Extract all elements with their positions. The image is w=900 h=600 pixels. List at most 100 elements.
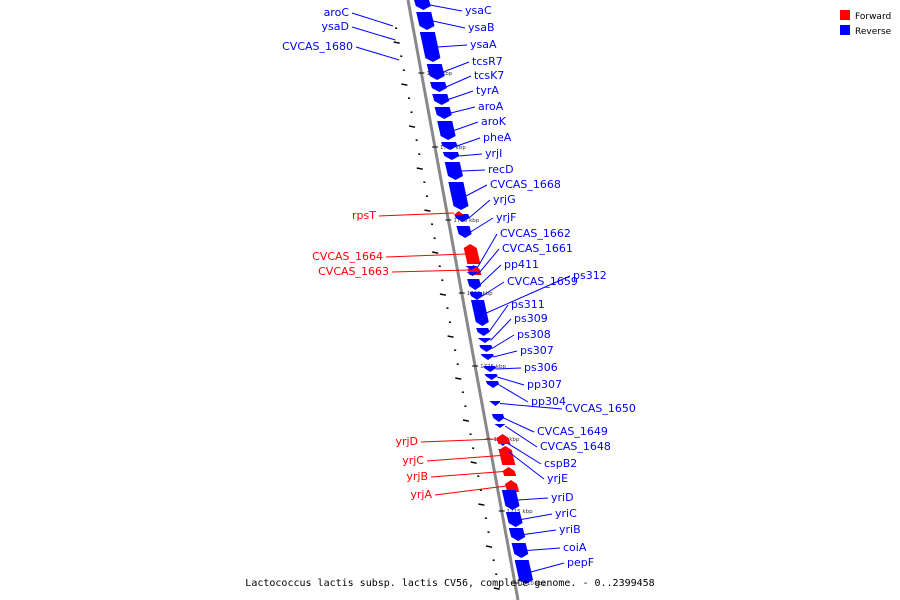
gene-feature-cvcas-1661[interactable] [465,272,479,276]
gene-feature-pepf[interactable] [514,560,534,584]
gene-label-pp304[interactable]: pp304 [531,395,566,408]
gene-label-ps308[interactable]: ps308 [517,328,551,341]
gene-feature-cvcas-1668[interactable] [448,182,469,210]
gene-label-yrji[interactable]: yrjI [485,147,502,160]
gene-label-cvcas-1662[interactable]: CVCAS_1662 [500,227,571,240]
gene-feature-yrji[interactable] [442,152,460,160]
gene-label-aroa[interactable]: aroA [478,100,504,113]
gene-label-yrje[interactable]: yrjE [547,472,568,485]
gene-feature-yrjd[interactable] [496,434,511,444]
gene-label-coia[interactable]: coiA [563,541,587,554]
legend-label-reverse: Reverse [855,27,892,37]
leader-line-pp304 [498,384,529,403]
gene-label-phea[interactable]: pheA [483,131,512,144]
gene-label-yrjf[interactable]: yrjF [496,211,516,224]
leader-line-yrjf [470,217,494,233]
gene-feature-rpst[interactable] [453,211,465,215]
gene-label-yrja[interactable]: yrjA [410,488,432,501]
scale-dash [478,503,485,506]
gene-feature-cvcas-1650[interactable] [489,401,501,406]
gene-label-pepf[interactable]: pepF [567,556,594,569]
gene-feature-yrjg[interactable] [454,214,470,222]
gene-feature-ysac[interactable] [414,0,431,10]
scale-dash [393,41,400,44]
gene-label-cvcas-1650[interactable]: CVCAS_1650 [565,402,636,415]
gene-label-yrjb[interactable]: yrjB [406,470,428,483]
gene-label-cvcas-1659[interactable]: CVCAS_1659 [507,275,578,288]
leader-line-cvcas-1680 [355,46,400,61]
gene-label-tcsr7[interactable]: tcsR7 [472,55,503,68]
leader-line-yrid [517,497,549,501]
gene-label-recd[interactable]: recD [488,163,514,176]
gene-label-aroc[interactable]: aroC [324,6,350,19]
scale-dash [424,209,431,212]
gene-label-tyra[interactable]: tyrA [476,84,499,97]
gene-feature-cvcas-1649[interactable] [491,414,505,422]
gene-label-cvcas-1649[interactable]: CVCAS_1649 [537,425,608,438]
gene-label-ps307[interactable]: ps307 [520,344,554,357]
gene-label-yrjd[interactable]: yrjD [395,435,418,448]
gene-label-arok[interactable]: aroK [481,115,507,128]
gene-feature-cvcas-1659[interactable] [469,292,483,300]
gene-feature-aroa[interactable] [434,107,452,119]
gene-feature-ps307[interactable] [480,354,494,360]
gene-feature-tyra[interactable] [432,94,450,105]
gene-label-cvcas-1680[interactable]: CVCAS_1680 [282,40,353,53]
gene-label-rpst[interactable]: rpsT [352,209,376,222]
gene-label-ysab[interactable]: ysaB [468,21,495,34]
gene-feature-yrjb[interactable] [502,467,517,476]
gene-feature-yrid[interactable] [501,490,520,510]
gene-feature-ps308[interactable] [479,345,493,352]
gene-label-yrjc[interactable]: yrjC [402,454,424,467]
gene-feature-ps311[interactable] [476,328,490,336]
gene-feature-pp307[interactable] [484,374,498,380]
scale-dash [493,587,500,590]
gene-label-cspb2[interactable]: cspB2 [544,457,577,470]
gene-label-cvcas-1668[interactable]: CVCAS_1668 [490,178,561,191]
gene-feature-cvcas-1648[interactable] [493,424,506,428]
gene-label-pp307[interactable]: pp307 [527,378,562,391]
gene-label-ps309[interactable]: ps309 [514,312,548,325]
gene-feature-yric[interactable] [505,512,523,527]
genome-caption: Lactococcus lactis subsp. lactis CV56, c… [245,578,655,589]
gene-label-ps312[interactable]: ps312 [573,269,607,282]
gene-feature-cvcas-1664[interactable] [463,244,481,264]
gene-feature-ysaa[interactable] [419,32,441,62]
gene-label-yrib[interactable]: yriB [559,523,581,536]
leader-line-yrja [434,485,507,496]
gene-feature-pp304[interactable] [485,381,500,388]
gene-feature-yrib[interactable] [508,528,526,541]
gene-feature-yrjc[interactable] [498,446,516,465]
gene-feature-phea[interactable] [441,142,458,150]
gene-label-ps311[interactable]: ps311 [511,298,545,311]
gene-feature-ps306[interactable] [483,366,497,372]
gene-label-ps306[interactable]: ps306 [524,361,558,374]
gene-feature-tcsr7[interactable] [426,64,445,80]
gene-label-yrid[interactable]: yriD [551,491,574,504]
gene-feature-tcsk7[interactable] [430,82,447,92]
gene-feature-ps312[interactable] [471,300,489,326]
leader-line-phea [456,137,481,147]
gene-label-cvcas-1664[interactable]: CVCAS_1664 [312,250,383,263]
gene-feature-coia[interactable] [511,543,529,558]
gene-label-pp411[interactable]: pp411 [504,258,539,271]
gene-feature-arok[interactable] [437,121,456,140]
gene-label-ysaa[interactable]: ysaA [470,38,497,51]
gene-label-ysac[interactable]: ysaC [465,4,492,17]
gene-feature-yrjf[interactable] [456,226,472,238]
gene-label-cvcas-1648[interactable]: CVCAS_1648 [540,440,611,453]
gene-label-ysad[interactable]: ysaD [322,20,349,33]
gene-label-tcsk7[interactable]: tcsK7 [474,69,504,82]
leader-line-yric [521,513,553,520]
leader-line-aroa [450,106,476,114]
gene-label-cvcas-1661[interactable]: CVCAS_1661 [502,242,573,255]
gene-feature-pp411[interactable] [467,279,482,290]
gene-feature-ps309[interactable] [477,338,491,343]
gene-feature-recd[interactable] [444,162,463,180]
gene-feature-yrja[interactable] [505,480,520,492]
gene-label-yrjg[interactable]: yrjG [493,193,516,206]
gene-feature-cvcas-1662[interactable] [464,266,478,270]
gene-label-yric[interactable]: yriC [555,507,577,520]
gene-label-cvcas-1663[interactable]: CVCAS_1663 [318,265,389,278]
gene-feature-ysab[interactable] [416,12,435,30]
